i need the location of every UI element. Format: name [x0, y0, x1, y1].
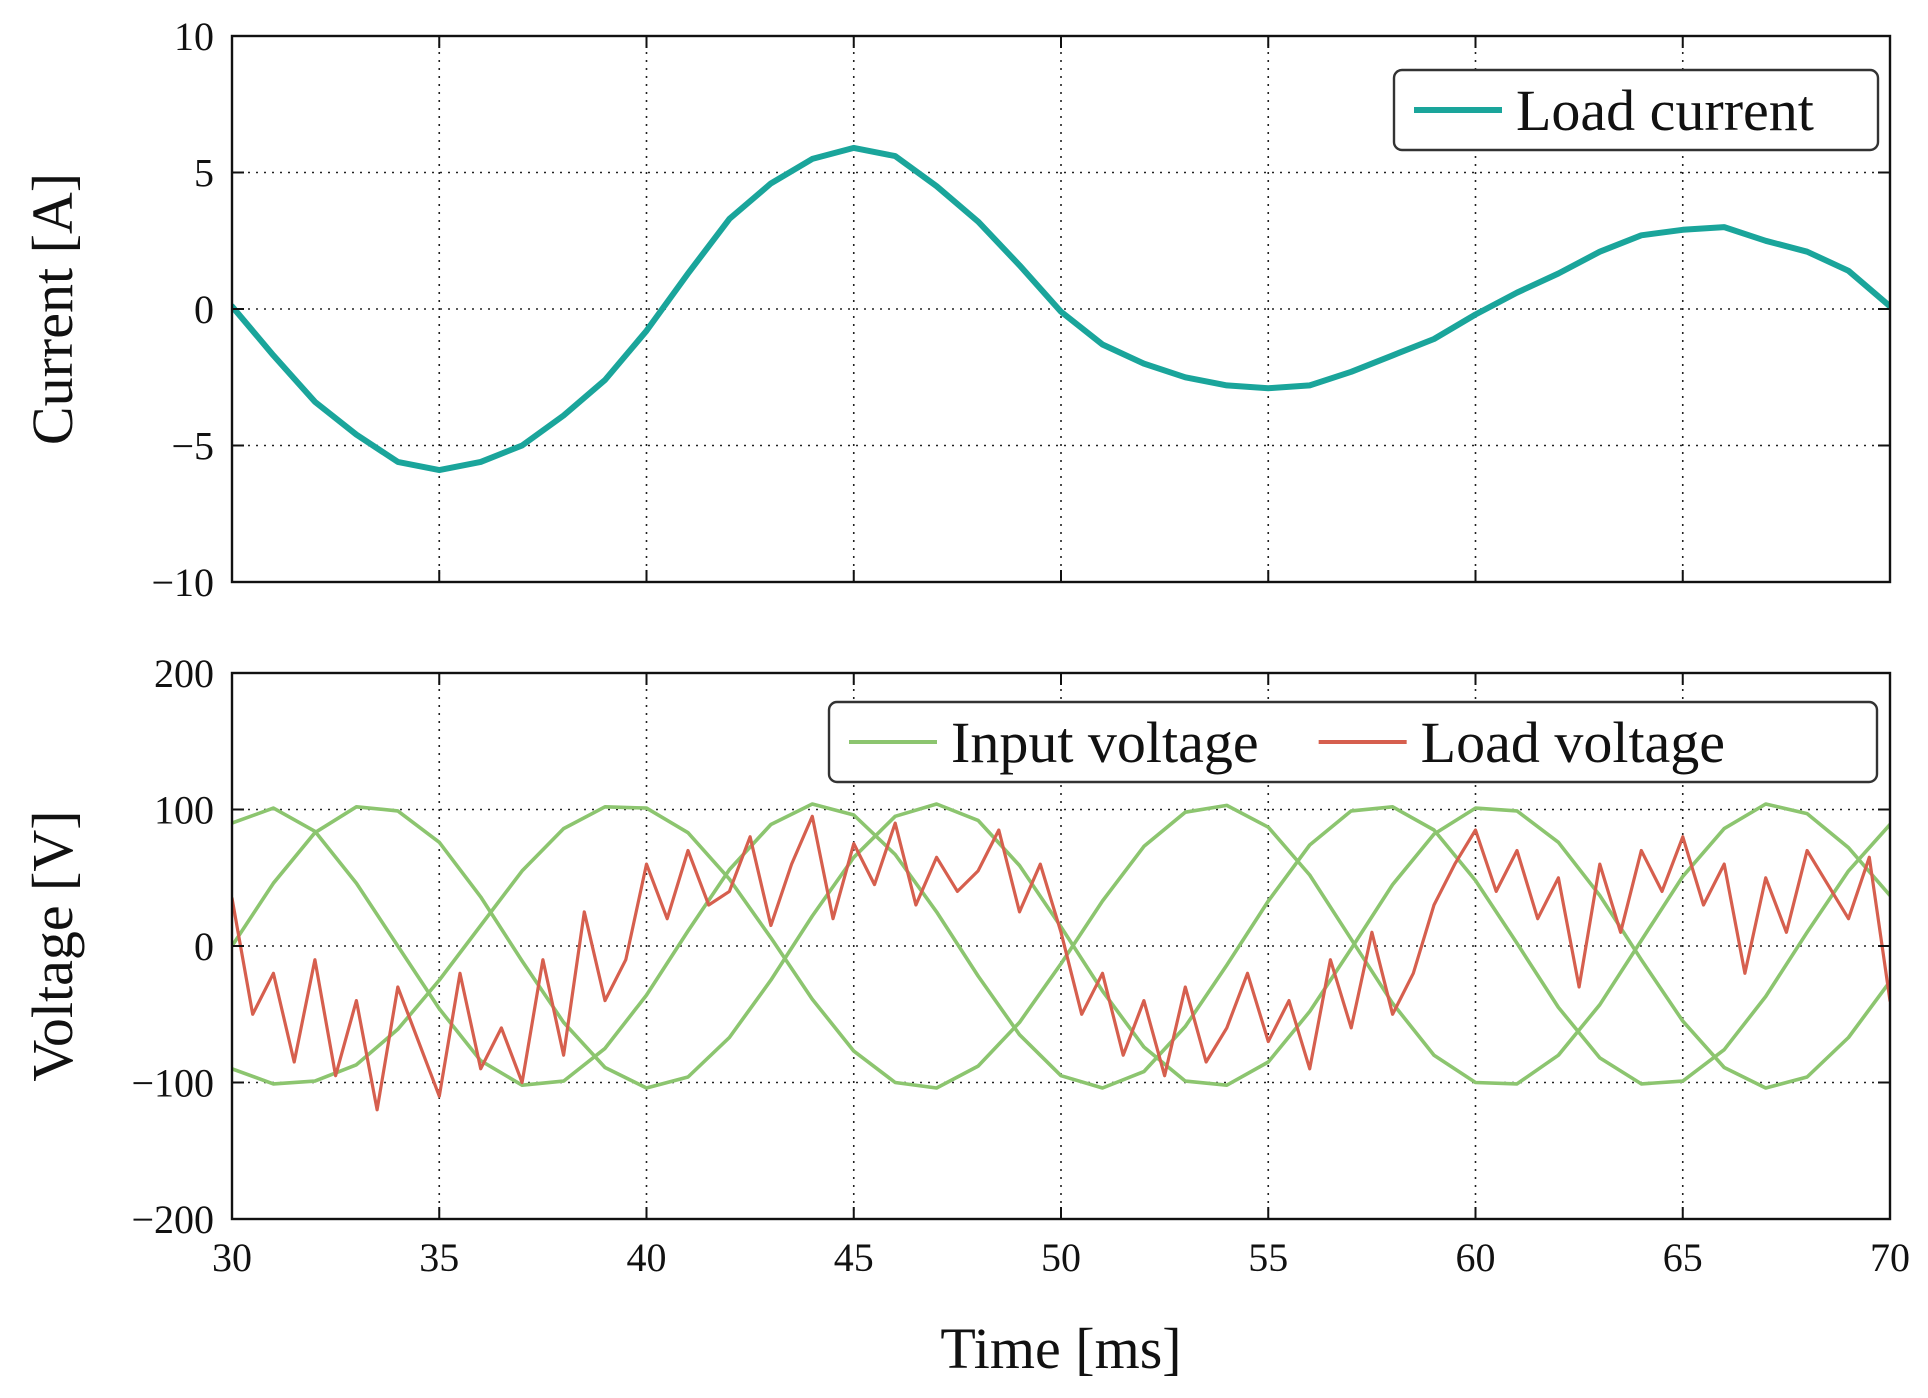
voltage-xtick-label: 40	[627, 1235, 667, 1280]
current-ytick-label: 5	[194, 151, 214, 196]
voltage-legend-label-1: Load voltage	[1421, 710, 1725, 775]
voltage-xtick-label: 60	[1456, 1235, 1496, 1280]
current-legend-box	[1392, 68, 1880, 152]
voltage-panel: 30 35 40 45 50 55 60 65 70 −200 −100 0 100 200 Voltage…	[20, 651, 1910, 1381]
voltage-xtick-label: 30	[212, 1235, 252, 1280]
voltage-xtick-label: 55	[1248, 1235, 1288, 1280]
voltage-xtick-label: 45	[834, 1235, 874, 1280]
current-ytick-label: −5	[171, 424, 214, 469]
current-panel: −10 −5 0 5 10 Current [A] Load current	[20, 14, 1892, 605]
current-ytick-label: 0	[194, 287, 214, 332]
voltage-series-line-3	[232, 814, 1890, 1112]
voltage-xtick-label: 50	[1041, 1235, 1081, 1280]
voltage-series-group	[232, 802, 1890, 1112]
voltage-xlabel: Time [ms]	[940, 1316, 1181, 1381]
voltage-ytick-label: 200	[154, 651, 214, 696]
voltage-ytick-label: −200	[131, 1197, 214, 1242]
voltage-ytick-label: −100	[131, 1061, 214, 1106]
voltage-series-line-1	[232, 802, 1890, 1090]
current-series-group	[232, 144, 1890, 474]
current-legend: Load current	[1392, 68, 1880, 152]
voltage-legend-label-0: Input voltage	[951, 710, 1259, 775]
voltage-ylabel: Voltage [V]	[20, 810, 85, 1081]
voltage-xtick-label: 65	[1663, 1235, 1703, 1280]
current-ylabel: Current [A]	[20, 173, 85, 445]
current-ticks: −10 −5 0 5 10	[151, 14, 1891, 605]
voltage-ticks: 30 35 40 45 50 55 60 65 70 −200 −100 0 100 200	[131, 651, 1910, 1280]
voltage-xtick-label: 35	[419, 1235, 459, 1280]
current-ytick-label: −10	[151, 560, 214, 605]
voltage-series-line-2	[232, 802, 1890, 1090]
current-legend-label-0: Load current	[1516, 78, 1814, 143]
voltage-xtick-label: 70	[1870, 1235, 1910, 1280]
current-ytick-label: 10	[174, 14, 214, 59]
voltage-grid	[232, 673, 1890, 1219]
voltage-ytick-label: 0	[194, 924, 214, 969]
voltage-ytick-label: 100	[154, 788, 214, 833]
voltage-legend: Input voltage Load voltage	[827, 700, 1879, 784]
current-series-line-0	[232, 144, 1890, 474]
